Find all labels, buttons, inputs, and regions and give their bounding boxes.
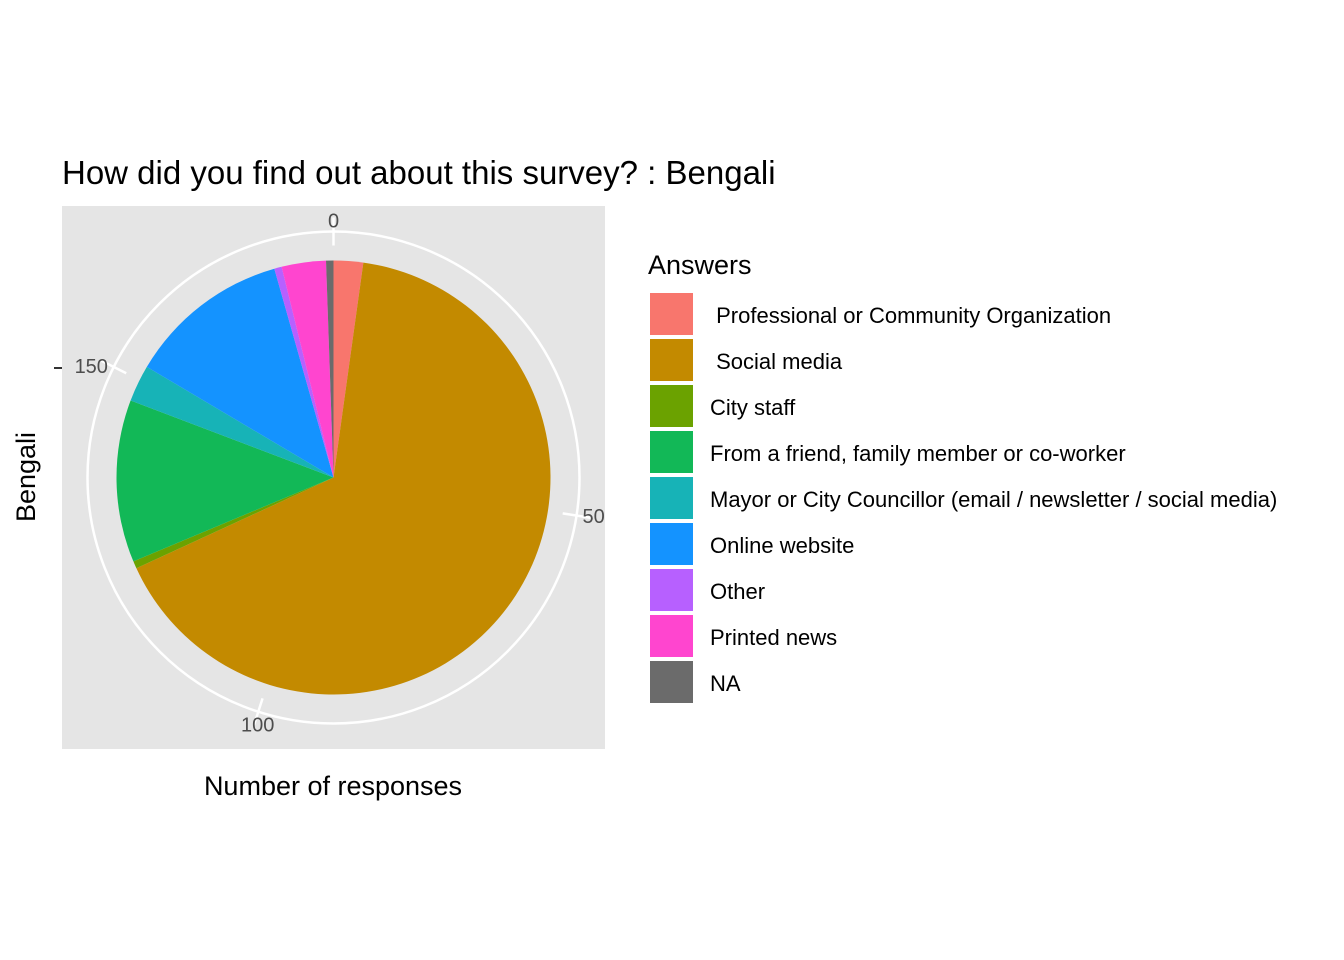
angle-ticks: 0 50 100 150 <box>75 211 605 737</box>
legend-swatch <box>650 431 693 473</box>
legend-label: Online website <box>710 533 854 558</box>
angle-tick-label: 50 <box>583 506 605 528</box>
grid-spoke <box>252 698 264 726</box>
y-axis-title: Bengali <box>11 432 41 522</box>
pie-slice <box>333 260 364 478</box>
x-axis-title: Number of responses <box>204 771 462 801</box>
chart-title: How did you find out about this survey? … <box>62 154 776 191</box>
legend-swatch <box>650 385 693 427</box>
legend-label: Professional or Community Organization <box>710 303 1111 328</box>
legend: Professional or Community Organization S… <box>650 293 1277 703</box>
pie-slice <box>116 400 334 562</box>
pie-slice <box>281 260 334 478</box>
angle-tick-label: 150 <box>75 356 108 378</box>
pie-slice <box>136 262 551 695</box>
legend-swatch <box>650 477 693 519</box>
legend-swatch <box>650 569 693 611</box>
pie-slice <box>133 477 334 569</box>
pie-slice <box>274 266 334 478</box>
legend-title: Answers <box>648 250 752 280</box>
polar-grid <box>86 217 591 726</box>
pie-slice <box>130 366 334 478</box>
legend-swatch <box>650 523 693 565</box>
legend-swatch <box>650 339 693 381</box>
legend-label: City staff <box>710 395 796 420</box>
legend-label: NA <box>710 671 741 696</box>
legend-label: Other <box>710 579 765 604</box>
legend-swatch <box>650 615 693 657</box>
grid-spoke <box>562 512 591 519</box>
legend-label: Mayor or City Councillor (email / newsle… <box>710 487 1277 512</box>
legend-label: Printed news <box>710 625 837 650</box>
pie-slices <box>116 260 551 695</box>
angle-tick-label: 100 <box>241 715 274 737</box>
grid-spoke <box>100 359 127 375</box>
pie-slice <box>326 260 334 478</box>
legend-label: From a friend, family member or co-worke… <box>710 441 1126 466</box>
legend-label: Social media <box>710 349 843 374</box>
pie-slice <box>146 268 334 478</box>
angle-tick-label: 0 <box>328 211 339 233</box>
legend-swatch <box>650 293 693 335</box>
legend-swatch <box>650 661 693 703</box>
